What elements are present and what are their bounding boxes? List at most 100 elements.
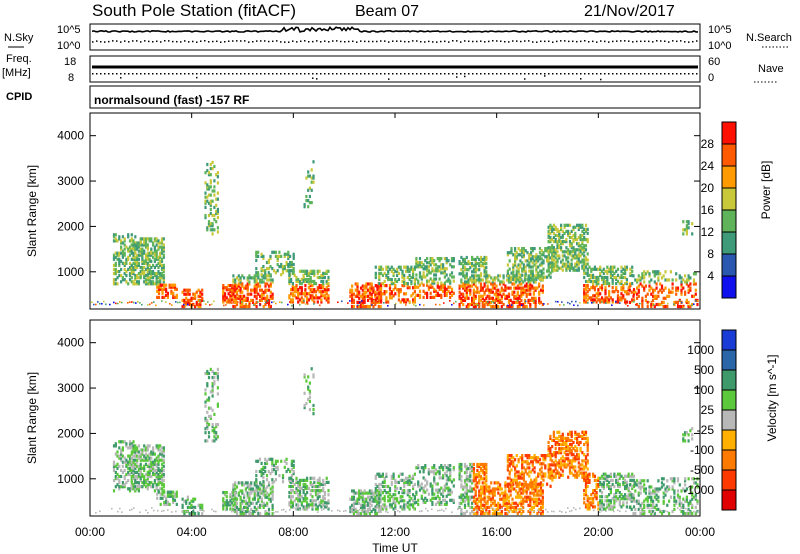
range-gate-cell (120, 458, 123, 462)
nave-dot (288, 73, 290, 75)
range-gate-cell (222, 288, 225, 292)
range-gate-cell (358, 489, 361, 493)
range-gate-cell (264, 276, 267, 280)
range-gate-cell (153, 249, 156, 253)
ground-scatter-cell (149, 303, 151, 306)
range-gate-cell (380, 474, 383, 478)
range-gate-cell (574, 268, 577, 272)
range-gate-cell (412, 273, 415, 277)
range-gate-cell (526, 251, 529, 255)
range-gate-cell (146, 255, 149, 259)
range-gate-cell (581, 223, 584, 227)
range-gate-cell (114, 282, 117, 286)
n-search-dot (668, 41, 670, 43)
range-gate-cell (523, 300, 527, 304)
range-gate-cell (394, 279, 397, 284)
range-gate-cell (181, 503, 184, 507)
range-gate-cell (232, 278, 235, 282)
range-gate-cell (323, 501, 326, 505)
range-gate-cell (244, 505, 247, 509)
range-gate-cell (358, 493, 361, 497)
ground-scatter-cell (185, 304, 187, 307)
range-gate-cell (381, 267, 384, 271)
n-search-dot (244, 40, 246, 42)
range-gate-cell (687, 220, 690, 224)
range-gate-cell (152, 466, 155, 470)
range-gate-cell (660, 300, 664, 304)
range-gate-cell (541, 290, 544, 294)
range-gate-cell (356, 282, 359, 286)
range-gate-cell (599, 271, 602, 275)
range-gate-cell (378, 271, 381, 275)
range-gate-cell (243, 511, 246, 516)
nave-dot (220, 73, 222, 75)
ground-scatter-cell (147, 304, 149, 306)
range-gate-cell (467, 489, 470, 493)
range-gate-cell (134, 485, 137, 489)
range-gate-cell (146, 446, 149, 450)
range-gate-cell (368, 489, 371, 493)
range-gate-cell (606, 300, 609, 304)
range-gate-cell (540, 261, 543, 265)
ground-scatter-cell (483, 302, 485, 304)
range-gate-cell (519, 277, 522, 281)
range-gate-cell (162, 278, 165, 282)
range-gate-cell (137, 450, 140, 454)
range-gate-cell (520, 282, 523, 286)
range-gate-cell (216, 376, 219, 380)
range-gate-cell (304, 292, 307, 296)
range-gate-cell (570, 264, 573, 268)
nave-dot (520, 73, 522, 75)
nave-dot (464, 73, 466, 75)
range-gate-cell (274, 472, 277, 476)
n-search-dot (680, 40, 682, 42)
range-gate-cell (657, 270, 660, 274)
range-gate-cell (137, 444, 140, 448)
range-gate-cell (531, 257, 534, 261)
range-gate-cell (568, 223, 572, 227)
range-gate-cell (426, 488, 429, 492)
n-search-dot (276, 40, 278, 42)
range-gate-cell (281, 267, 285, 271)
range-gate-cell (250, 507, 253, 511)
range-gate-cell (173, 498, 177, 502)
ground-scatter-cell (307, 303, 309, 305)
range-gate-cell (144, 253, 148, 257)
range-gate-cell (542, 253, 545, 257)
range-gate-cell (408, 491, 411, 495)
range-gate-cell (269, 273, 272, 277)
range-gate-cell (563, 264, 566, 268)
range-gate-cell (406, 489, 409, 493)
range-gate-cell (443, 291, 446, 295)
range-gate-cell (206, 410, 209, 414)
range-gate-cell (653, 270, 656, 274)
range-gate-cell (388, 486, 392, 491)
range-gate-cell (292, 469, 295, 474)
range-gate-cell (427, 271, 430, 275)
range-gate-cell (351, 288, 354, 292)
n-search-dot (504, 40, 506, 43)
range-gate-cell (302, 300, 305, 304)
nave-dot (572, 73, 574, 75)
range-gate-cell (112, 460, 116, 464)
range-gate-cell (118, 440, 121, 444)
range-gate-cell (406, 478, 409, 482)
nave-dot (416, 73, 418, 75)
range-gate-cell (313, 476, 316, 480)
range-gate-cell (137, 474, 140, 479)
range-gate-cell (125, 462, 128, 466)
range-gate-cell (462, 274, 465, 278)
range-gate-cell (257, 485, 260, 489)
range-gate-cell (374, 476, 377, 480)
range-gate-cell (497, 288, 500, 292)
range-gate-cell (522, 286, 525, 290)
range-gate-cell (565, 258, 568, 262)
range-gate-cell (260, 499, 263, 503)
range-gate-cell (650, 304, 653, 309)
range-gate-cell (253, 288, 256, 292)
range-gate-cell (291, 495, 294, 499)
range-gate-cell (248, 491, 251, 495)
range-gate-cell (246, 278, 249, 282)
range-gate-cell (148, 481, 151, 485)
range-gate-cell (687, 304, 690, 309)
